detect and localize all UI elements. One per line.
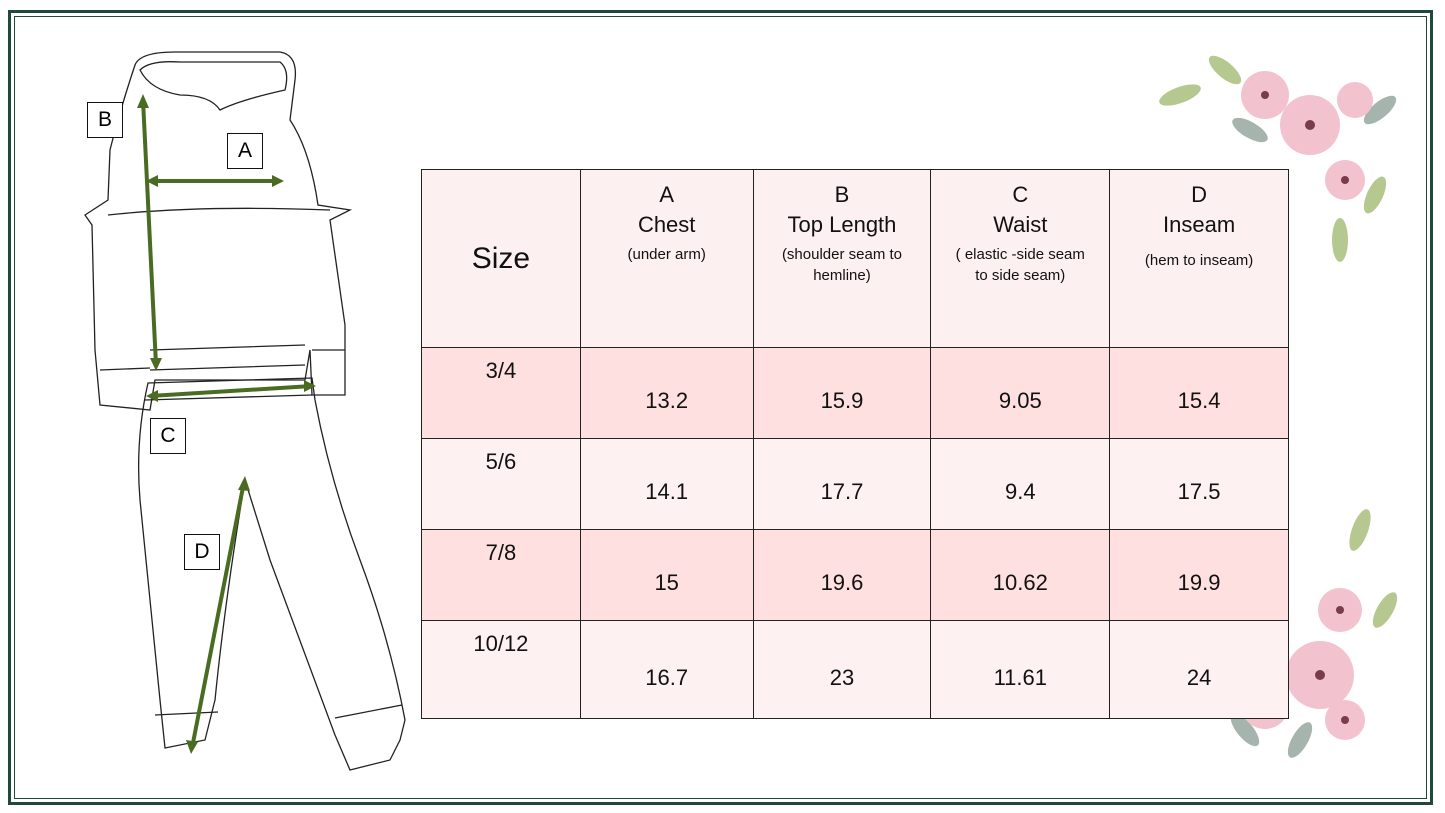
waist-cell: 10.62: [930, 529, 1111, 621]
waist-cell: 9.4: [930, 438, 1111, 530]
column-header-waist: C Waist ( elastic -side seam to side sea…: [930, 169, 1111, 348]
waist-cell: 11.61: [930, 620, 1111, 719]
arrow-b: [141, 99, 158, 366]
outer-frame: [8, 10, 1433, 805]
top-length-cell: 15.9: [752, 347, 932, 439]
inseam-cell: 19.9: [1109, 529, 1289, 621]
size-cell: 10/12: [421, 620, 581, 719]
column-note: (shoulder seam to hemline): [781, 246, 902, 284]
table-row: 7/8 15 19.6 10.62 19.9: [421, 529, 1289, 621]
chest-cell: 15: [579, 529, 754, 621]
column-letter: D: [1191, 182, 1208, 207]
top-length-cell: 17.7: [752, 438, 932, 530]
size-chart-table: Size A Chest (under arm) B Top Length (s…: [421, 169, 1289, 719]
column-letter: B: [834, 182, 850, 207]
label-d: D: [184, 534, 220, 570]
header-row: Size A Chest (under arm) B Top Length (s…: [421, 169, 1289, 348]
table-row: 3/4 13.2 15.9 9.05 15.4: [421, 347, 1289, 439]
column-letter: C: [1012, 182, 1029, 207]
table-row: 5/6 14.1 17.7 9.4 17.5: [421, 438, 1289, 530]
size-header: Size: [421, 169, 581, 348]
top-length-cell: 19.6: [752, 529, 932, 621]
label-c: C: [150, 418, 186, 454]
label-a: A: [227, 133, 263, 169]
waist-cell: 9.05: [930, 347, 1111, 439]
column-name: Inseam: [1163, 212, 1236, 237]
column-note: (under arm): [627, 246, 706, 263]
size-cell: 5/6: [421, 438, 581, 530]
column-letter: A: [659, 182, 675, 207]
arrow-d: [190, 481, 246, 749]
column-header-inseam: D Inseam (hem to inseam): [1109, 169, 1289, 348]
chest-cell: 13.2: [579, 347, 754, 439]
inseam-cell: 24: [1109, 620, 1289, 719]
table-row: 10/12 16.7 23 11.61 24: [421, 620, 1289, 719]
hoodie-outline: [84, 51, 353, 411]
top-length-cell: 23: [752, 620, 932, 719]
flower-bouquet-top: [1159, 55, 1397, 262]
inner-frame: [14, 16, 1427, 799]
column-header-chest: A Chest (under arm): [579, 169, 754, 348]
column-note: ( elastic -side seam to side seam): [955, 246, 1085, 284]
chest-cell: 14.1: [579, 438, 754, 530]
label-b: B: [87, 102, 123, 138]
arrow-c: [149, 384, 313, 398]
inseam-cell: 17.5: [1109, 438, 1289, 530]
column-name: Waist: [993, 212, 1048, 237]
measure-arrows: [137, 94, 316, 754]
column-name: Chest: [637, 212, 696, 237]
column-name: Top Length: [787, 212, 897, 237]
pants-outline: [137, 377, 406, 771]
column-header-top-length: B Top Length (shoulder seam to hemline): [752, 169, 932, 348]
chest-cell: 16.7: [579, 620, 754, 719]
size-cell: 3/4: [421, 347, 581, 439]
size-cell: 7/8: [421, 529, 581, 621]
inseam-cell: 15.4: [1109, 347, 1289, 439]
column-note: (hem to inseam): [1144, 252, 1254, 269]
